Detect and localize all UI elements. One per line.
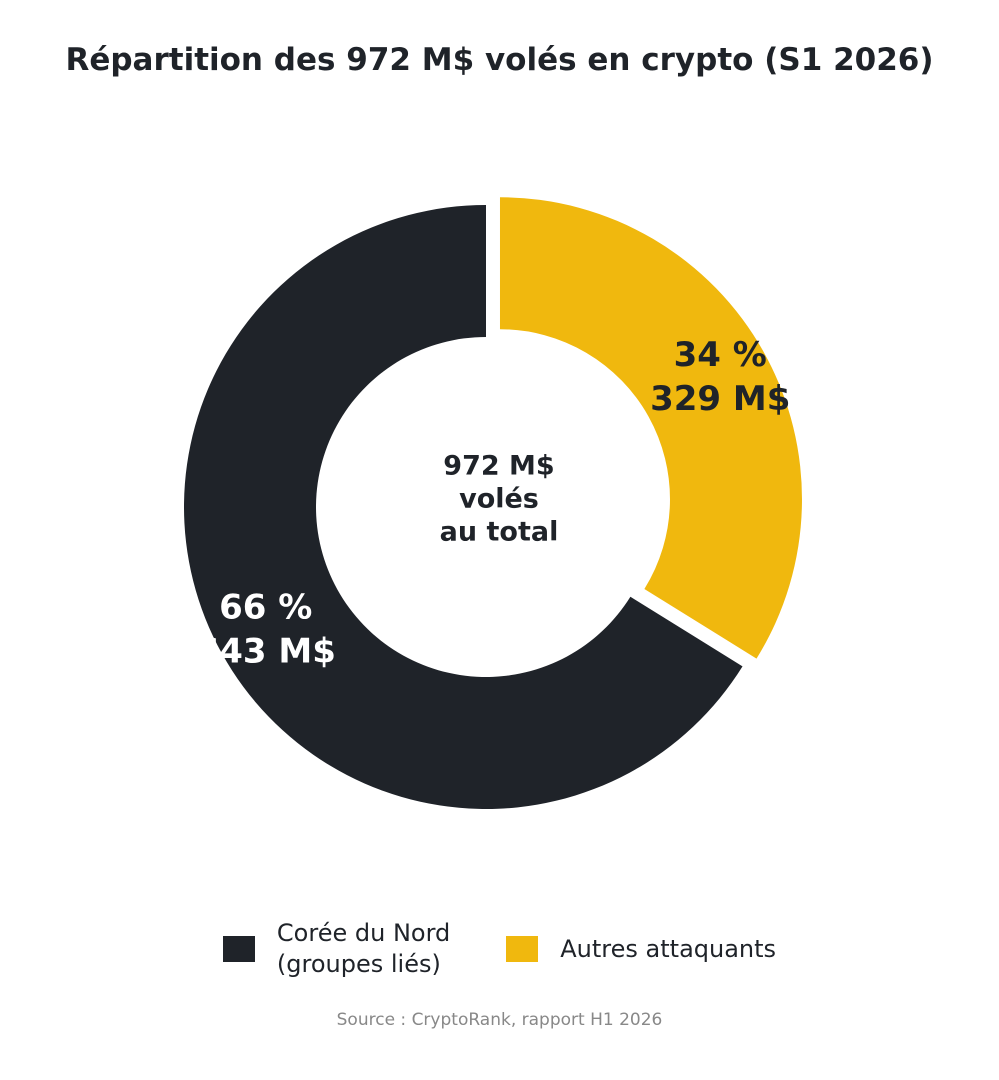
legend-swatch-coree-du-nord [222, 936, 255, 962]
center-label-line-0: 972 M$ [443, 451, 554, 482]
source-note: Source : CryptoRank, rapport H1 2026 [336, 1010, 663, 1030]
slice-0 [499, 197, 802, 659]
center-label-line-1: volés [459, 484, 539, 515]
slice-1 [184, 205, 743, 809]
slice-0-percent-label: 34 % [674, 335, 767, 375]
legend-swatch-autres-attaquants [506, 936, 539, 962]
legend-label-autres-attaquants: Autres attaquants [560, 934, 777, 963]
slice-1-value-label: 643 M$ [196, 631, 336, 671]
legend-label-coree-du-nord: Corée du Nord (groupes liés) [276, 919, 451, 978]
chart-title: Répartition des 972 M$ volés en crypto (… [65, 42, 934, 78]
slice-0-value-label: 329 M$ [650, 379, 790, 419]
slice-1-percent-label: 66 % [219, 587, 312, 627]
legend-item-coree-du-nord: Corée du Nord (groupes liés) [222, 918, 451, 980]
center-label-line-2: au total [440, 517, 559, 548]
legend-item-autres-attaquants: Autres attaquants [506, 934, 776, 965]
chart-legend: Corée du Nord (groupes liés) Autres atta… [0, 918, 999, 980]
